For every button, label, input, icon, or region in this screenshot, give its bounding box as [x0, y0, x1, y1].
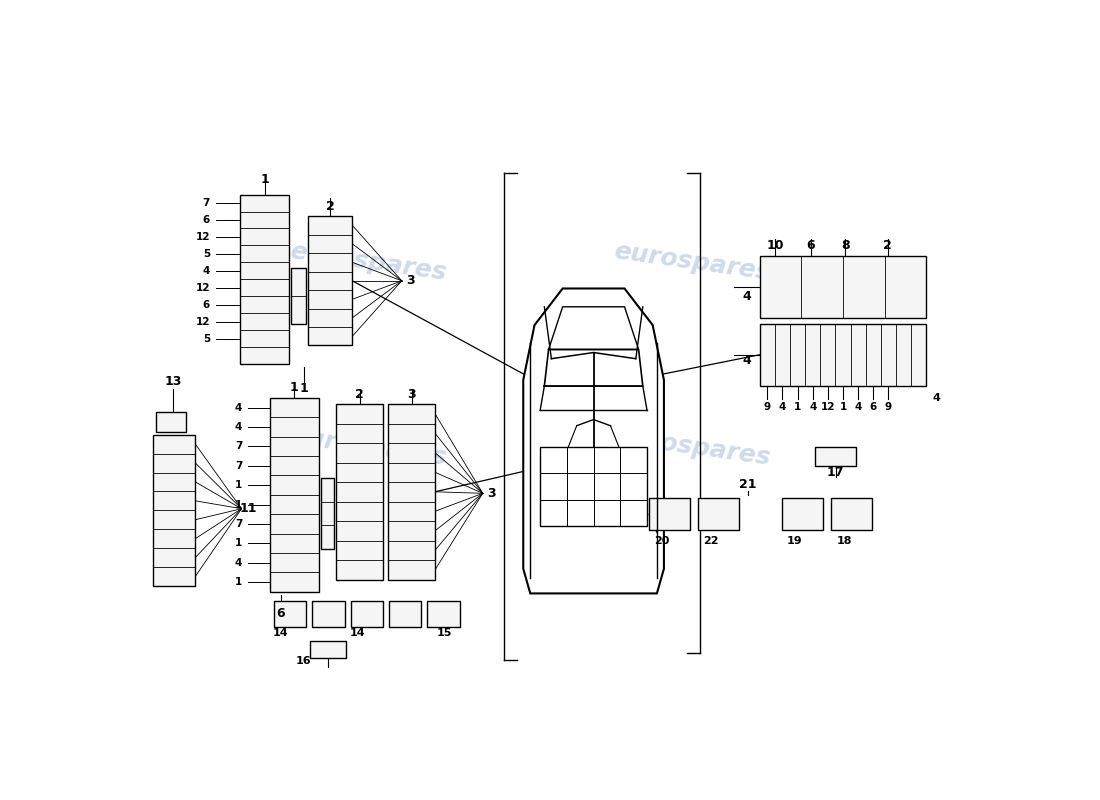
- Bar: [649, 498, 690, 530]
- Bar: [337, 404, 383, 579]
- Text: eurospares: eurospares: [288, 239, 448, 286]
- Text: 18: 18: [836, 536, 852, 546]
- Text: 6: 6: [276, 607, 285, 620]
- Text: 3: 3: [406, 274, 415, 287]
- Bar: [310, 641, 345, 658]
- Bar: [388, 404, 434, 579]
- Bar: [815, 447, 856, 466]
- Text: 4: 4: [235, 558, 242, 568]
- Text: 7: 7: [235, 461, 242, 470]
- Text: 10: 10: [767, 238, 784, 251]
- Polygon shape: [524, 289, 664, 594]
- Text: 4: 4: [855, 402, 861, 412]
- Text: eurospares: eurospares: [612, 239, 771, 286]
- Text: 6: 6: [806, 238, 815, 251]
- Bar: [156, 412, 186, 432]
- Text: 11: 11: [240, 502, 257, 515]
- Text: 8: 8: [840, 238, 849, 251]
- Bar: [270, 398, 319, 592]
- Text: 17: 17: [827, 466, 845, 479]
- Text: 21: 21: [739, 478, 757, 490]
- Bar: [153, 435, 196, 586]
- Text: 6: 6: [202, 300, 210, 310]
- Text: 4: 4: [742, 354, 751, 367]
- Bar: [389, 601, 421, 627]
- Text: 9: 9: [763, 402, 771, 412]
- Text: 9: 9: [884, 402, 892, 412]
- Bar: [240, 194, 289, 364]
- Text: 2: 2: [326, 200, 334, 214]
- Text: 1: 1: [299, 382, 308, 395]
- Text: 5: 5: [202, 334, 210, 343]
- Bar: [321, 478, 334, 549]
- Text: 7: 7: [235, 442, 242, 451]
- Text: 4: 4: [808, 402, 816, 412]
- Text: 2: 2: [355, 388, 363, 402]
- Bar: [312, 601, 344, 627]
- Text: 5: 5: [202, 249, 210, 259]
- Bar: [274, 601, 306, 627]
- Bar: [760, 324, 926, 386]
- Text: 12: 12: [821, 402, 835, 412]
- Text: 12: 12: [196, 232, 210, 242]
- Bar: [351, 601, 383, 627]
- Text: 4: 4: [235, 402, 242, 413]
- Text: 13: 13: [165, 374, 182, 388]
- Text: 7: 7: [235, 519, 242, 529]
- Bar: [290, 269, 306, 324]
- Text: 12: 12: [196, 282, 210, 293]
- Text: 6: 6: [202, 215, 210, 225]
- Bar: [427, 601, 460, 627]
- Bar: [308, 216, 352, 346]
- Text: 20: 20: [654, 536, 670, 546]
- Text: 1: 1: [290, 381, 299, 394]
- Text: eurospares: eurospares: [288, 424, 448, 470]
- Text: 4: 4: [742, 290, 751, 302]
- Bar: [540, 447, 647, 526]
- Text: eurospares: eurospares: [612, 424, 771, 470]
- Bar: [782, 498, 823, 530]
- Text: 12: 12: [196, 317, 210, 326]
- Text: 4: 4: [779, 402, 786, 412]
- Text: 1: 1: [260, 173, 268, 186]
- Text: 22: 22: [704, 536, 719, 546]
- Text: 3: 3: [407, 388, 416, 402]
- Text: 1: 1: [794, 402, 801, 412]
- Text: 1: 1: [235, 538, 242, 548]
- Text: 4: 4: [933, 393, 940, 403]
- Text: 3: 3: [487, 487, 496, 500]
- Bar: [698, 498, 739, 530]
- Text: 14: 14: [350, 628, 365, 638]
- Text: 4: 4: [202, 266, 210, 276]
- Bar: [832, 498, 872, 530]
- Text: 19: 19: [786, 536, 803, 546]
- Text: 6: 6: [869, 402, 877, 412]
- Text: 15: 15: [437, 628, 452, 638]
- Text: 1: 1: [235, 480, 242, 490]
- Text: 1: 1: [235, 577, 242, 587]
- Text: 1: 1: [235, 499, 242, 510]
- Text: 4: 4: [235, 422, 242, 432]
- Text: 16: 16: [296, 656, 311, 666]
- Text: 2: 2: [883, 238, 892, 251]
- Text: 1: 1: [839, 402, 847, 412]
- Text: 14: 14: [273, 628, 288, 638]
- Text: 7: 7: [202, 198, 210, 208]
- Bar: [760, 256, 926, 318]
